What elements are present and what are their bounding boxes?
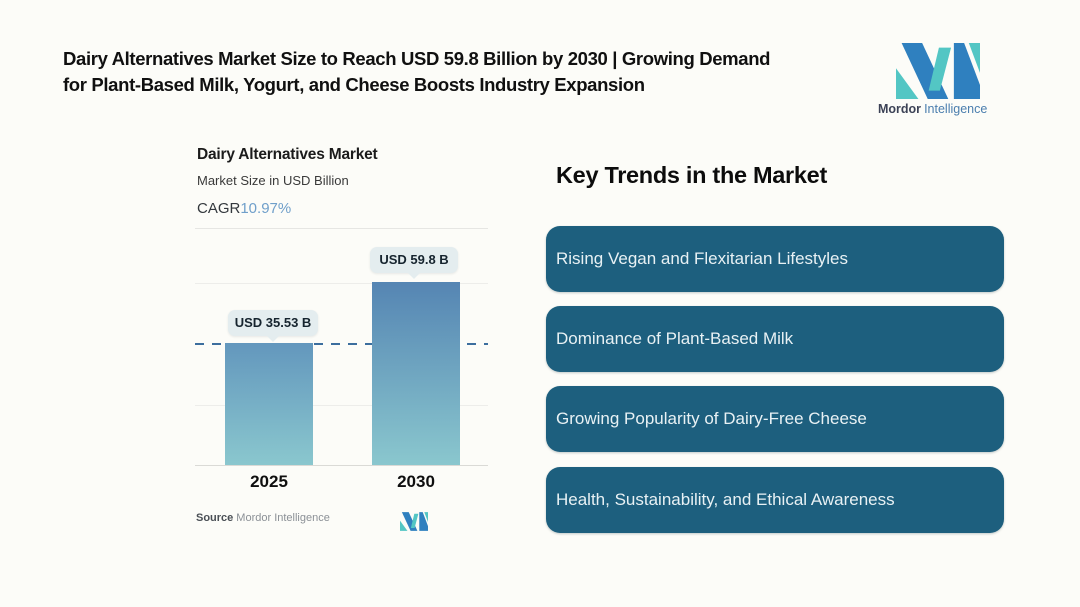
bar-2025 [225,343,313,465]
trend-button-1[interactable]: Rising Vegan and Flexitarian Lifestyles [546,226,1004,292]
x-tick-2030: 2030 [397,472,435,491]
source-label: Source [196,512,234,524]
cagr-label: CAGR [197,200,241,217]
mordor-logo-icon [896,43,980,99]
trend-button-2[interactable]: Dominance of Plant-Based Milk [546,306,1004,372]
trend-button-4[interactable]: Health, Sustainability, and Ethical Awar… [546,467,1004,533]
source-row: Source Mordor Intelligence [196,512,489,534]
reference-dashed-line [195,343,488,345]
cagr-value: 10.97% [240,200,292,217]
brand-name-rest: Intelligence [924,102,988,116]
chart-plot-area: USD 35.53 B USD 59.8 B [195,228,488,466]
value-label-2030: USD 59.8 B [370,247,458,279]
trends-heading: Key Trends in the Market [556,162,827,188]
brand-name-bold: Mordor [878,102,922,116]
brand-logo: Mordor Intelligence [878,43,998,116]
bar-2030 [372,282,460,465]
market-size-chart: Dairy Alternatives Market Market Size in… [195,146,488,546]
x-tick-2025: 2025 [250,472,288,491]
brand-wordmark: Mordor Intelligence [878,102,998,116]
chart-top-rule [195,228,488,229]
source-value: Mordor Intelligence [236,512,330,524]
chart-cagr: CAGR10.97% [197,200,291,217]
page-title: Dairy Alternatives Market Size to Reach … [63,46,770,97]
mordor-logo-mini-icon [400,512,428,531]
page-title-line-1: Dairy Alternatives Market Size to Reach … [63,48,771,69]
gridline [195,283,488,284]
chart-title: Dairy Alternatives Market [197,146,378,163]
chart-subtitle: Market Size in USD Billion [197,173,349,188]
page-title-line-2: for Plant-Based Milk, Yogurt, and Cheese… [63,73,645,95]
x-axis-baseline [195,465,488,466]
trend-button-3[interactable]: Growing Popularity of Dairy-Free Cheese [546,386,1004,452]
value-label-2025: USD 35.53 B [228,310,318,342]
gridline [195,405,488,406]
